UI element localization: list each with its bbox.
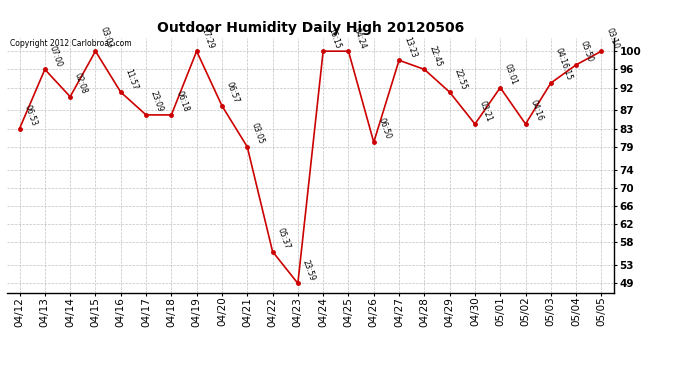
- Text: 06:53: 06:53: [22, 104, 39, 127]
- Text: Copyright 2012 Carlobroac.com: Copyright 2012 Carlobroac.com: [10, 39, 132, 48]
- Text: 22:55: 22:55: [453, 67, 469, 91]
- Text: 03:10: 03:10: [604, 26, 620, 50]
- Text: 23:09: 23:09: [149, 90, 165, 114]
- Text: 04:16:15: 04:16:15: [553, 46, 573, 82]
- Text: 16:15: 16:15: [326, 26, 342, 50]
- Text: 03:05: 03:05: [250, 122, 266, 146]
- Text: 23:59: 23:59: [301, 258, 317, 282]
- Text: 22:45: 22:45: [427, 45, 443, 68]
- Text: 04:24: 04:24: [351, 26, 367, 50]
- Text: 11:57: 11:57: [124, 67, 139, 91]
- Text: 06:57: 06:57: [225, 81, 241, 104]
- Text: 06:50: 06:50: [377, 117, 393, 141]
- Text: 03:21: 03:21: [477, 99, 493, 123]
- Text: 06:18: 06:18: [174, 90, 190, 114]
- Text: 05:37: 05:37: [275, 226, 291, 250]
- Text: 13:23: 13:23: [402, 35, 417, 59]
- Text: 03:01: 03:01: [503, 63, 519, 86]
- Text: 17:29: 17:29: [199, 26, 215, 50]
- Text: 02:08: 02:08: [73, 72, 89, 95]
- Title: Outdoor Humidity Daily High 20120506: Outdoor Humidity Daily High 20120506: [157, 21, 464, 35]
- Text: 03:03: 03:03: [98, 26, 115, 50]
- Text: 05:50: 05:50: [579, 40, 595, 63]
- Text: 04:16: 04:16: [529, 99, 544, 123]
- Text: 07:00: 07:00: [48, 44, 63, 68]
